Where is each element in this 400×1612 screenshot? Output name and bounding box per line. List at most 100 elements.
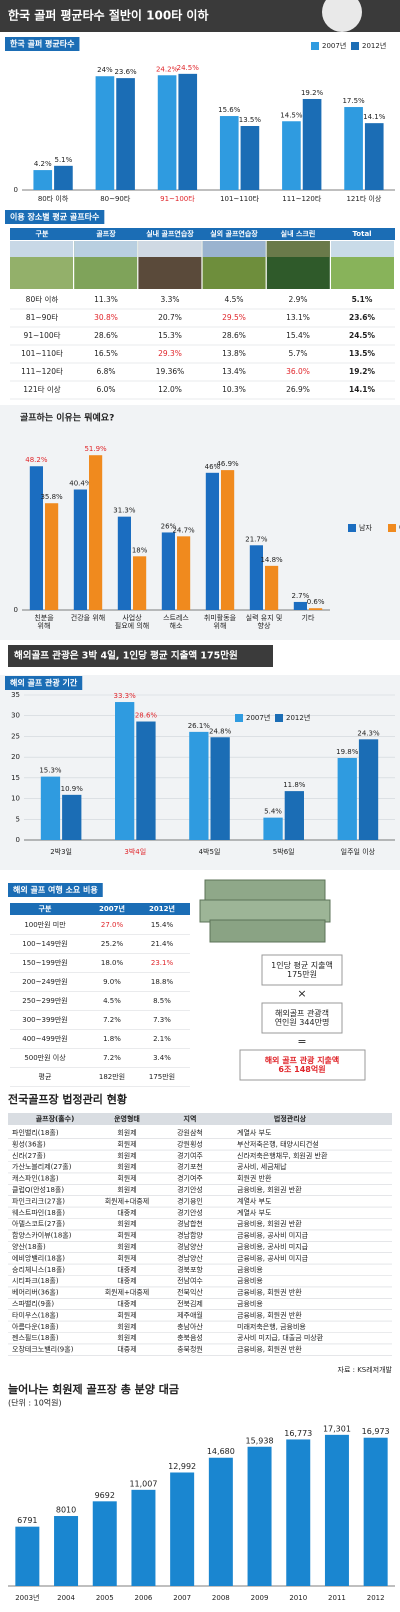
bar [286,1439,311,1586]
table-cell: 경남함양 [177,1231,203,1240]
chart-title: 해외 골프 여행 소요 비용 [13,885,98,895]
table-header: 2007년 [99,904,125,913]
bar [54,1516,79,1586]
table-cell: 4.5% [224,295,243,304]
table-cell: 강원횡성 [177,1139,203,1148]
bar [210,737,230,840]
table-cell: 베어리버(36홀) [12,1288,59,1297]
value-label: 24.5% [177,64,200,72]
table-cell: 대중제 [117,1300,136,1308]
x-tick-label: 101~110타 [220,194,260,203]
value-label: 24.3% [357,729,380,737]
table-cell: 타미우스(18홀) [12,1310,59,1319]
table-cell: 젠스필드(18홀) [12,1333,59,1342]
table-cell: 15.4% [151,921,174,929]
table-cell: 평균 [39,1072,52,1081]
x-tick-label: 2010 [289,1594,307,1602]
title-tag [5,676,83,690]
x-tick-label: 실력 유지 및 향상 [246,613,283,630]
x-tick-label: 5박6일 [273,847,295,856]
table-header: Total [352,230,371,238]
table-cell: 121타 이상 [23,384,60,394]
table-cell: 11.3% [94,295,118,304]
table-cell: 91~100타 [23,331,60,340]
x-tick-label: 80타 이하 [38,194,69,203]
x-tick-label: 4박5일 [199,847,221,856]
bar [208,1457,233,1586]
table-cell: 계열사 부도 [237,1196,272,1205]
legend-label: 2012년 [286,713,310,722]
bar [205,472,219,610]
table-cell: 13.4% [222,367,246,376]
table-cell: 25.2% [101,940,124,948]
table-cell: 182만원 [99,1072,125,1081]
table-header-bg [10,903,190,915]
table-cell: 6.0% [96,385,115,394]
golf-ball [322,0,362,32]
value-label: 5.1% [55,156,73,164]
table-cell: 계열사 부도 [237,1208,272,1217]
bar [221,470,235,610]
table-cell: 20.7% [158,313,182,322]
bar [117,516,131,610]
y-tick-label: 15 [11,774,20,782]
bar [178,73,198,190]
value-label: 19.2% [301,89,324,97]
value-label: 23.6% [114,68,137,76]
table-cell: 7.2% [103,1016,121,1024]
table-cell: 150~199만원 [22,958,67,967]
table-cell: 회원제 [117,1139,136,1148]
chart-title: 골프하는 이유는 뭐예요? [20,412,114,424]
table-header: 법정관리상 [274,1114,307,1123]
bar [73,489,87,610]
bar [364,123,384,190]
value-label: 14.1% [363,113,386,121]
bar [219,116,239,190]
section-bar [8,645,273,667]
bar [293,601,307,610]
x-tick-label: 2005 [96,1594,114,1602]
table-cell: 회원제 [117,1185,136,1194]
table-cell: 신라(27홀) [12,1151,46,1160]
x-tick-label: 친분을 위해 [34,613,54,630]
x-tick-label: 3박4일 [124,847,146,856]
x-tick-label: 2008 [212,1594,230,1602]
value-label: 19.8% [336,748,359,756]
value-label: 28.6% [135,712,158,720]
title-tag [5,210,105,224]
value-label: 18% [132,546,148,554]
table-cell: 경기용인 [177,1196,203,1205]
y-tick-label: 0 [14,186,18,194]
table-header: 골프장(홀수) [36,1114,75,1123]
table-header-bg [8,1113,392,1125]
table-header: 지역 [184,1114,197,1123]
x-tick-label: 2003년 [15,1593,39,1602]
y-tick-label: 0 [16,836,20,844]
bar [337,757,357,840]
value-label: 24.8% [209,727,232,735]
table-cell: 23.1% [151,959,174,967]
bar [189,731,209,840]
table-header: 구분 [39,904,52,913]
photo-sky [138,241,202,257]
x-tick-label: 취미활동을 위해 [204,613,237,630]
table-cell: 15.3% [158,331,182,340]
bar [240,126,260,190]
x-tick-label: 기타 [302,613,315,622]
table-cell: 16.5% [94,349,118,358]
y-tick-label: 20 [11,753,20,761]
bar [170,1472,195,1586]
photo-sky [266,241,330,257]
table-cell: 금융비용 [237,1265,263,1274]
table-cell: 28.6% [222,331,246,340]
source: 자료 : KS레저개발 [338,1365,393,1374]
value-label: 14.8% [260,556,283,564]
table-cell: 제주애월 [177,1310,203,1319]
table-cell: 강원삼척 [177,1128,203,1137]
table-cell: 27.0% [101,921,124,929]
table-cell: 함양스카이뷰(18홀) [12,1231,72,1240]
bar [115,702,135,840]
x-tick-label: 2011 [328,1594,346,1602]
value-label: 11,007 [129,1479,157,1488]
x-tick-label: 2004 [57,1594,75,1602]
